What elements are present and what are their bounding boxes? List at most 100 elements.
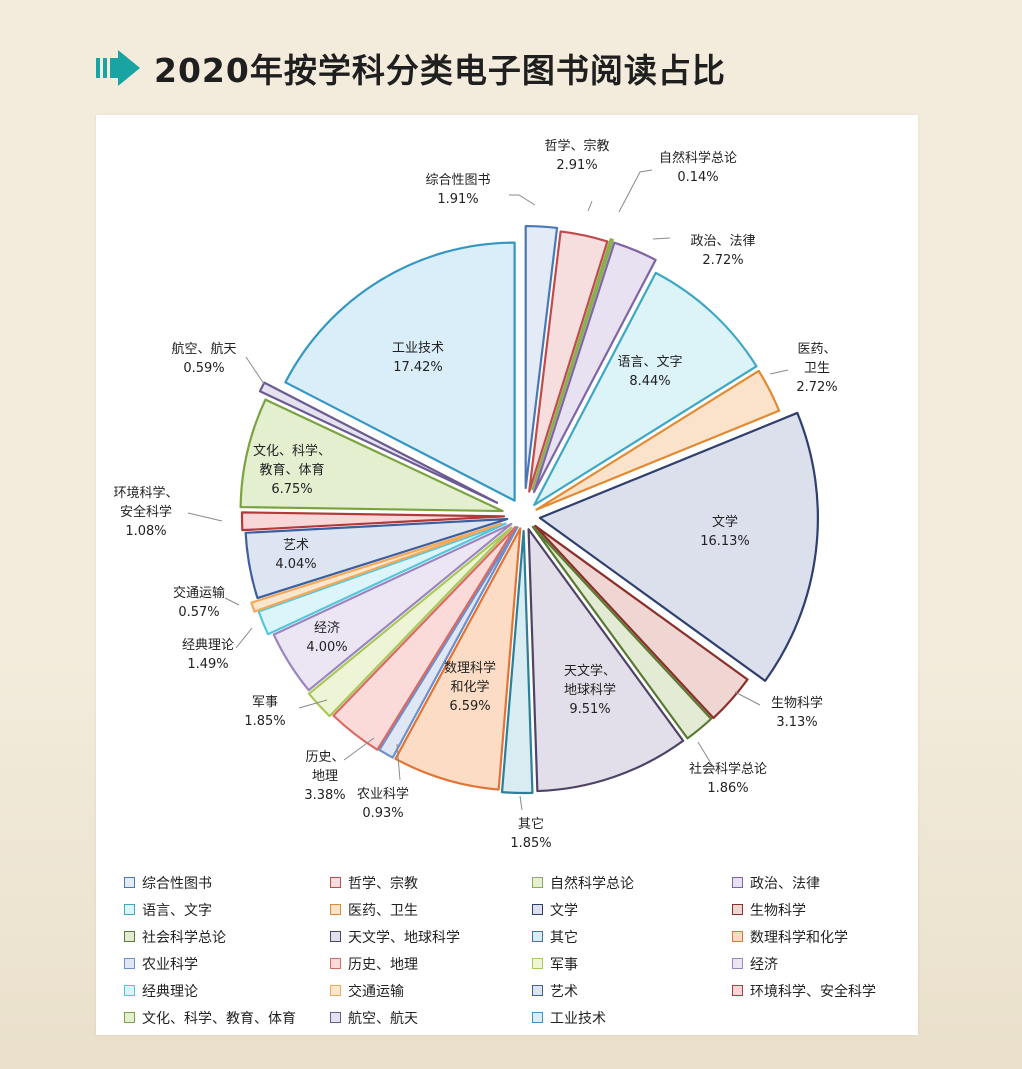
legend-swatch <box>532 931 543 942</box>
pie-slice <box>258 381 499 504</box>
slice-label: 文化、科学、教育、体育 6.75% <box>253 443 331 497</box>
legend-item: 语言、文字 <box>124 897 330 922</box>
legend-item: 军事 <box>532 951 732 976</box>
chart-legend: 综合性图书 哲学、宗教 自然科学总论 政治、法律语言、文字 医药、卫生 文学 生物科学社会科… <box>124 870 924 1030</box>
legend-swatch <box>124 1012 135 1023</box>
legend-label: 文化、科学、教育、体育 <box>142 1010 296 1027</box>
slice-label: 医药、卫生 2.72% <box>796 342 837 395</box>
legend-label: 自然科学总论 <box>550 875 634 892</box>
legend-item: 综合性图书 <box>124 870 330 895</box>
pie-slice <box>535 369 781 511</box>
legend-label: 医药、卫生 <box>348 902 418 919</box>
legend-item: 环境科学、安全科学 <box>732 978 924 1003</box>
pie-slice <box>524 224 559 490</box>
pie-slice <box>240 511 506 532</box>
legend-item: 自然科学总论 <box>532 870 732 895</box>
leader-line <box>618 169 653 213</box>
legend-swatch <box>732 985 743 996</box>
legend-item: 工业技术 <box>532 1005 732 1030</box>
slice-label: 交通运输 0.57% <box>173 585 225 620</box>
pie-slice <box>272 522 513 692</box>
pie-slice <box>528 230 609 493</box>
pie-slice <box>531 525 713 740</box>
leader-line <box>519 795 523 811</box>
slice-label: 农业科学 0.93% <box>357 786 409 821</box>
leader-line <box>697 741 716 771</box>
legend-swatch <box>532 958 543 969</box>
legend-label: 社会科学总论 <box>142 929 226 946</box>
pie-slice <box>500 529 534 795</box>
pie-slice <box>257 522 507 636</box>
slice-label: 航空、航天 0.59% <box>171 341 236 376</box>
leader-line <box>235 627 253 649</box>
legend-swatch <box>330 877 341 888</box>
leader-line <box>298 699 328 709</box>
legend-label: 生物科学 <box>750 902 806 919</box>
slice-label: 工业技术 17.42% <box>392 341 444 375</box>
legend-label: 农业科学 <box>142 956 198 973</box>
legend-item: 农业科学 <box>124 951 330 976</box>
legend-swatch <box>532 1012 543 1023</box>
legend-item: 哲学、宗教 <box>330 870 532 895</box>
legend-label: 历史、地理 <box>348 956 418 973</box>
slice-label: 艺术 4.04% <box>275 538 316 572</box>
legend-swatch <box>532 904 543 915</box>
slice-label: 生物科学 3.13% <box>771 695 823 730</box>
legend-item: 天文学、地球科学 <box>330 924 532 949</box>
leader-line <box>769 369 789 375</box>
legend-item: 交通运输 <box>330 978 532 1003</box>
slice-label: 环境科学、安全科学 1.08% <box>113 485 178 539</box>
legend-item: 生物科学 <box>732 897 924 922</box>
leader-line <box>343 737 375 761</box>
leader-line <box>652 237 671 240</box>
legend-swatch <box>124 958 135 969</box>
legend-label: 交通运输 <box>348 983 404 1000</box>
pie-slice <box>532 241 657 494</box>
legend-item: 政治、法律 <box>732 870 924 895</box>
page-title: 2020年按学科分类电子图书阅读占比 <box>154 51 726 90</box>
legend-item: 医药、卫生 <box>330 897 532 922</box>
pie-slice <box>527 528 685 793</box>
pie-slice <box>250 522 503 613</box>
page-header: 2020年按学科分类电子图书阅读占比 <box>96 40 726 96</box>
legend-label: 经济 <box>750 956 778 973</box>
leader-line <box>396 743 401 781</box>
legend-label: 哲学、宗教 <box>348 875 418 892</box>
legend-swatch <box>124 904 135 915</box>
pie-slice <box>284 241 516 502</box>
slice-label: 哲学、宗教 2.91% <box>544 138 609 173</box>
legend-item: 文化、科学、教育、体育 <box>124 1005 330 1030</box>
pie-slice <box>378 526 519 759</box>
legend-swatch <box>330 1012 341 1023</box>
legend-swatch <box>330 931 341 942</box>
legend-item: 数理科学和化学 <box>732 924 924 949</box>
legend-swatch <box>330 958 341 969</box>
legend-label: 文学 <box>550 902 578 919</box>
legend-label: 政治、法律 <box>750 875 820 892</box>
legend-item: 历史、地理 <box>330 951 532 976</box>
legend-label: 综合性图书 <box>142 875 212 892</box>
legend-swatch <box>532 877 543 888</box>
leader-line <box>224 597 240 606</box>
legend-item: 其它 <box>532 924 732 949</box>
slice-label: 语言、文字 8.44% <box>617 355 682 389</box>
slice-label: 数理科学和化学 6.59% <box>444 660 496 714</box>
slice-label: 文学 16.13% <box>700 514 750 549</box>
legend-swatch <box>732 931 743 942</box>
slice-label: 经典理论 1.49% <box>182 638 234 672</box>
slice-label: 历史、地理 3.38% <box>304 750 345 803</box>
slice-label: 天文学、地球科学 9.51% <box>564 663 616 717</box>
pie-slice <box>239 398 504 513</box>
legend-label: 艺术 <box>550 983 578 1000</box>
legend-swatch <box>124 931 135 942</box>
legend-swatch <box>532 985 543 996</box>
slice-label: 其它 1.85% <box>510 816 551 851</box>
leader-line <box>509 194 536 206</box>
legend-label: 语言、文字 <box>142 902 212 919</box>
slice-label: 社会科学总论 1.86% <box>689 761 767 796</box>
slice-label: 综合性图书 1.91% <box>425 173 490 207</box>
legend-item: 经典理论 <box>124 978 330 1003</box>
legend-item: 航空、航天 <box>330 1005 532 1030</box>
legend-label: 工业技术 <box>550 1010 606 1027</box>
